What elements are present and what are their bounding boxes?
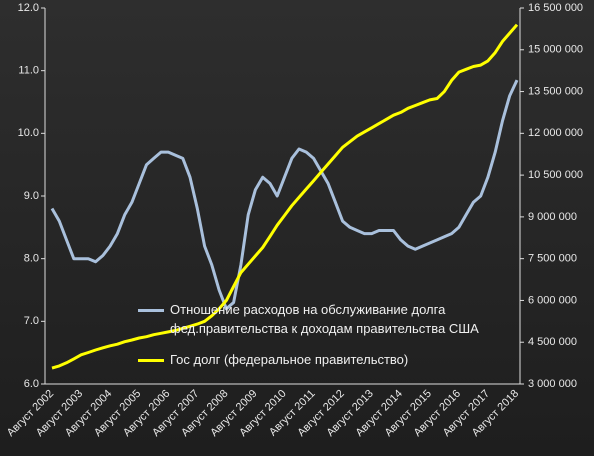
legend-swatch — [138, 359, 164, 362]
y2-tick-label: 10 500 000 — [528, 169, 583, 181]
y-tick-label: 9.0 — [24, 190, 39, 202]
legend: Отношение расходов на обслуживание долга… — [138, 300, 498, 381]
y2-tick-label: 13 500 000 — [528, 85, 583, 97]
y-tick-label: 6.0 — [24, 378, 39, 390]
y2-tick-label: 16 500 000 — [528, 2, 583, 14]
y-tick-label: 8.0 — [24, 253, 39, 265]
y2-tick-label: 12 000 000 — [528, 127, 583, 139]
series-line — [50, 79, 519, 311]
y2-tick-label: 7 500 000 — [528, 253, 577, 265]
legend-item: Гос долг (федеральное правительство) — [138, 350, 498, 369]
y-tick-label: 10.0 — [18, 127, 39, 139]
y2-tick-label: 9 000 000 — [528, 211, 577, 223]
legend-label: Отношение расходов на обслуживание долга… — [170, 302, 479, 336]
legend-swatch — [138, 309, 164, 312]
y2-tick-label: 15 000 000 — [528, 44, 583, 56]
legend-label: Гос долг (федеральное правительство) — [170, 352, 409, 367]
y-tick-label: 7.0 — [24, 315, 39, 327]
series-line — [51, 23, 519, 370]
y2-tick-label: 4 500 000 — [528, 336, 577, 348]
y-tick-label: 11.0 — [18, 65, 39, 77]
y-tick-label: 12.0 — [18, 2, 39, 14]
y2-tick-label: 6 000 000 — [528, 294, 577, 306]
y2-tick-label: 3 000 000 — [528, 378, 577, 390]
legend-item: Отношение расходов на обслуживание долга… — [138, 300, 498, 338]
